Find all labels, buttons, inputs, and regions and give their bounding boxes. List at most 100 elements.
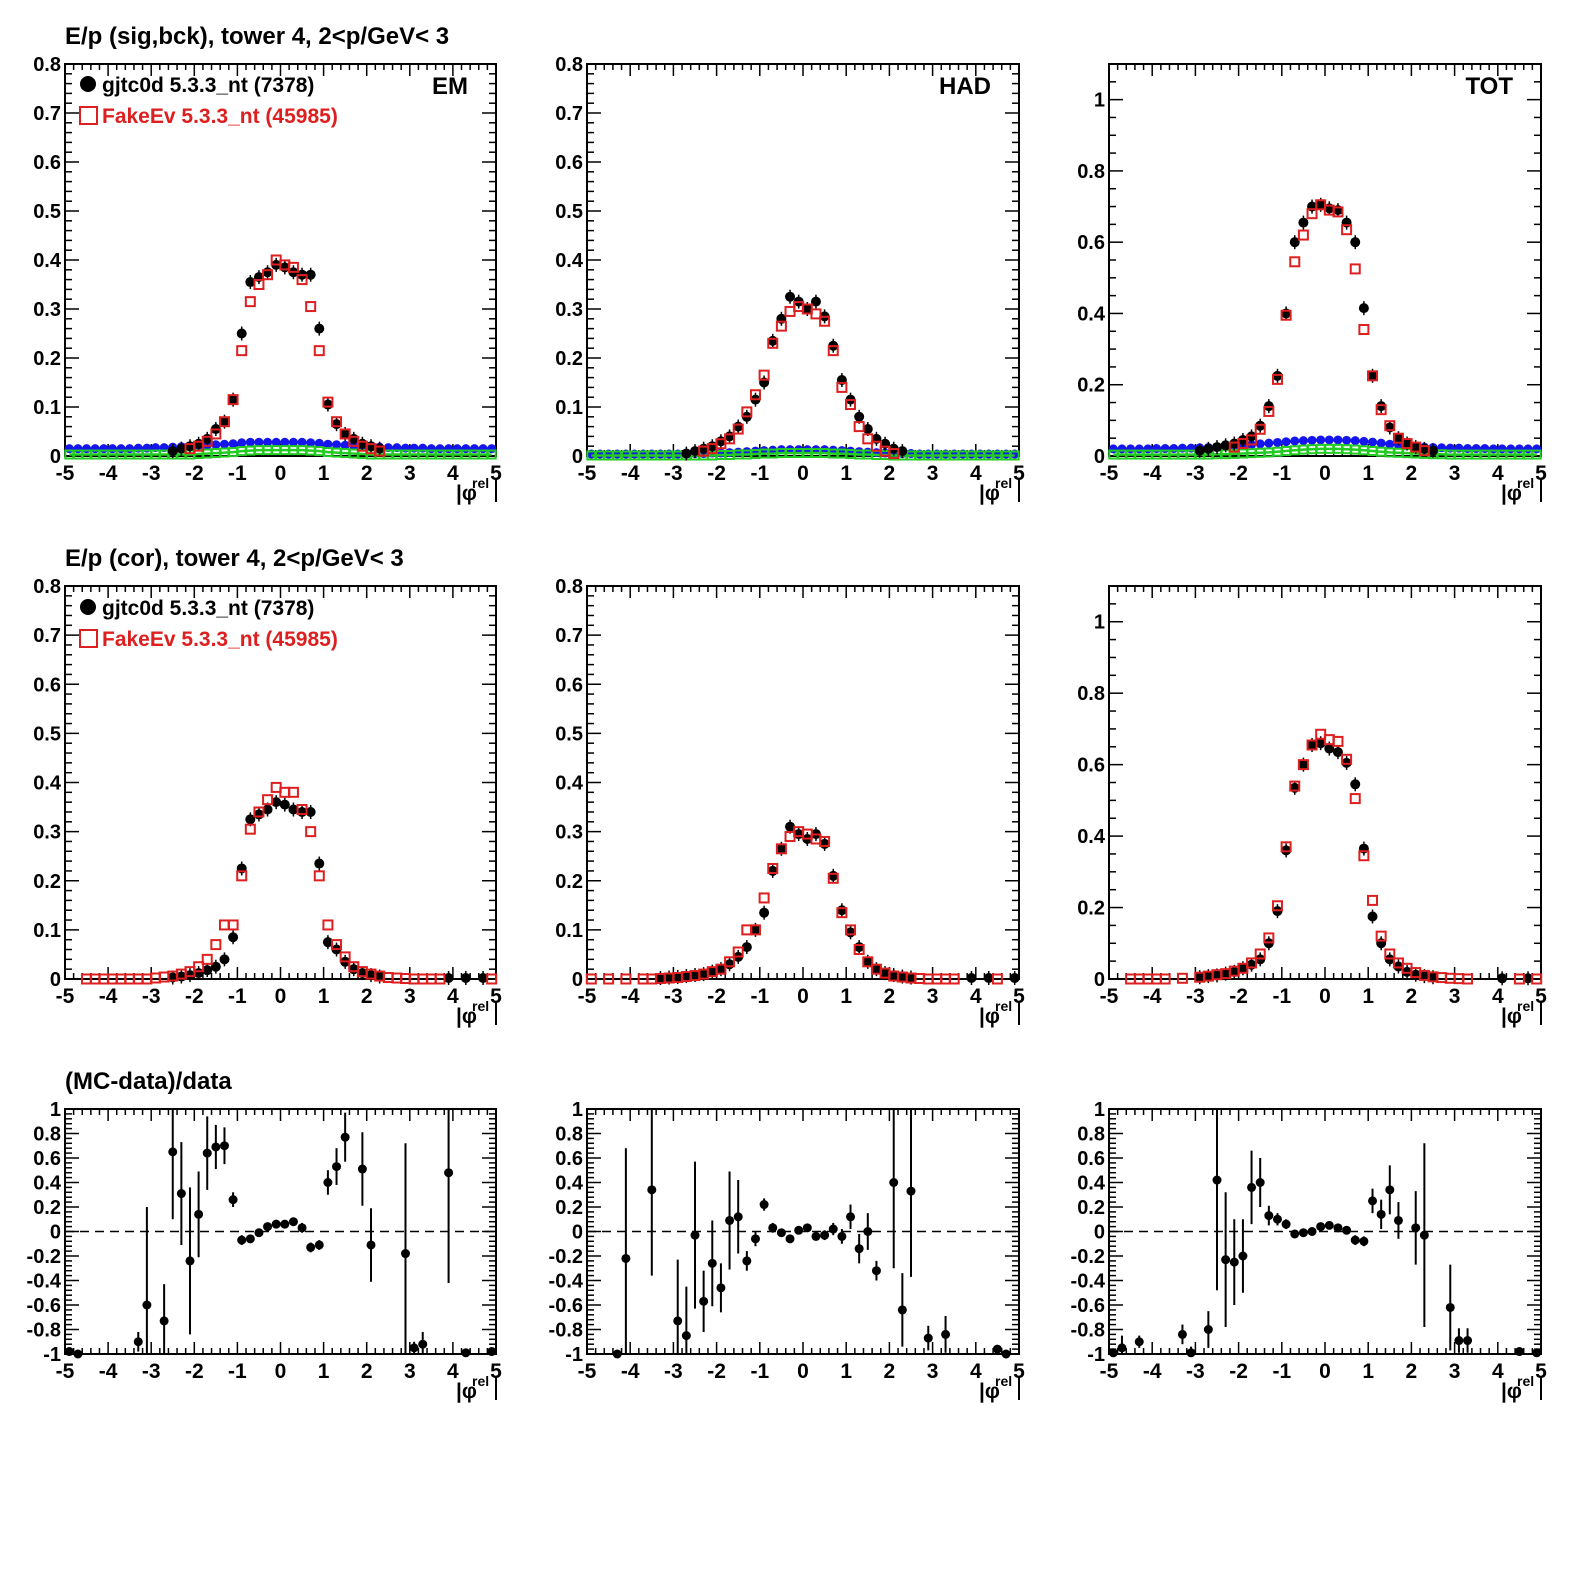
mc-point (888, 448, 900, 460)
x-axis-label-sup: rel (995, 1373, 1012, 1389)
mc-point (1254, 423, 1266, 435)
data-point (1428, 445, 1438, 456)
data-point (1428, 972, 1438, 983)
mc-point (732, 946, 744, 958)
y-tick-label: -1 (1087, 1344, 1105, 1366)
data-point (681, 448, 692, 459)
mc-point (620, 973, 632, 985)
background-band (69, 448, 492, 456)
data-point (1212, 442, 1222, 453)
mc-point (775, 843, 787, 855)
ratio-point (1203, 1325, 1213, 1334)
ratio-point (811, 1231, 821, 1241)
y-tick-label: 1 (1094, 90, 1105, 112)
ratio-point (219, 1141, 229, 1151)
ratio-point (992, 1344, 1002, 1354)
data-point (1289, 237, 1300, 248)
data-point (1298, 217, 1309, 228)
ratio-point (409, 1343, 419, 1353)
x-tick-label: -5 (56, 985, 75, 1008)
data-point (741, 942, 752, 953)
ratio-point (237, 1235, 247, 1245)
y-tick-label: 0.4 (1077, 826, 1106, 848)
ratio-point (1117, 1343, 1127, 1353)
ratio-point (716, 1283, 726, 1293)
y-tick-label: -0.6 (1071, 1295, 1105, 1317)
data-point (655, 973, 666, 984)
ratio-point (1333, 1223, 1343, 1233)
ratio-point (820, 1230, 830, 1240)
mc-point (253, 806, 265, 818)
ratio-point (673, 1316, 683, 1326)
data-point (219, 416, 230, 427)
chart-panel-ratio-had: -5 -4 -3 -2 -1 0 1 2 3 4 5-1-0.8-0.6-0.4-0.200.20.… (549, 1099, 1026, 1403)
mc-point (201, 435, 213, 447)
mc-point (1341, 224, 1353, 236)
mc-point (862, 433, 874, 445)
mc-point (1263, 405, 1275, 417)
data-point (1350, 237, 1361, 248)
data-point (785, 821, 796, 832)
mc-point (1418, 445, 1430, 457)
mc-point (1297, 759, 1309, 771)
ratio-point (1177, 1329, 1187, 1339)
data-point (707, 966, 718, 977)
x-tick-label: -3 (1186, 1360, 1205, 1383)
x-tick-label: -3 (664, 1360, 683, 1383)
x-tick-label: 5 (490, 1360, 502, 1383)
x-tick-label: 2 (884, 985, 896, 1008)
data-point (1523, 973, 1534, 984)
data-point (1220, 440, 1231, 451)
x-tick-label: 0 (797, 985, 809, 1008)
series-square-open (698, 301, 900, 460)
y-tick-label: 0.2 (1077, 898, 1105, 920)
legend-mc-label: FakeEv 5.3.3_nt (45985) (102, 105, 338, 128)
ratio-point (733, 1212, 743, 1222)
y-tick-label: 0.6 (1077, 232, 1105, 254)
data-point (906, 972, 916, 983)
ratio-point (487, 1347, 497, 1357)
mc-point (244, 296, 256, 308)
ratio-point (1324, 1220, 1334, 1230)
mc-point (210, 939, 222, 951)
mc-point (1367, 894, 1379, 906)
ratio-point (923, 1333, 933, 1343)
x-tick-label: -3 (142, 462, 161, 485)
ratio-point (254, 1228, 264, 1238)
y-tick-label: 0.8 (33, 576, 61, 598)
background-band (1113, 438, 1537, 451)
mc-point (1159, 973, 1171, 985)
y-tick-label: 0.4 (555, 1173, 584, 1195)
mc-point (1358, 850, 1370, 862)
y-tick-label: 0.1 (33, 397, 61, 419)
y-tick-label: 0.2 (555, 1197, 583, 1219)
ratio-point (1445, 1302, 1455, 1312)
mc-point (296, 274, 308, 286)
mc-point (227, 394, 239, 406)
series-background (64, 445, 497, 460)
mc-point (1367, 370, 1379, 382)
data-point (862, 424, 873, 435)
ratio-point (1454, 1336, 1464, 1346)
row-title-sig: E/p (sig,bck), tower 4, 2<p/GeV< 3 (65, 23, 449, 50)
legend-sig: gjtc0d 5.3.3_nt (7378) FakeEv 5.3.3_nt (… (79, 74, 338, 128)
ratio-point (854, 1244, 864, 1254)
ratio-point (941, 1329, 951, 1339)
x-axis-label-sup: rel (472, 998, 489, 1014)
x-tick-label: 2 (361, 985, 373, 1008)
legend-mc-marker (79, 106, 98, 125)
y-tick-label: 0 (572, 1222, 583, 1244)
mc-point (1254, 948, 1266, 960)
data-point (776, 843, 787, 854)
x-tick-label: -3 (142, 985, 161, 1008)
ratio-point (323, 1178, 333, 1187)
x-axis-label: |φ (456, 1005, 477, 1028)
ratio-point (263, 1222, 273, 1232)
y-tick-label: 0.6 (555, 674, 583, 696)
series-circle (1194, 197, 1438, 458)
legend-mc-label: FakeEv 5.3.3_nt (45985) (102, 628, 338, 651)
panel-label: HAD (939, 73, 991, 100)
series-circle-errorbar (612, 1109, 1011, 1359)
y-tick-label: -0.4 (27, 1271, 62, 1293)
